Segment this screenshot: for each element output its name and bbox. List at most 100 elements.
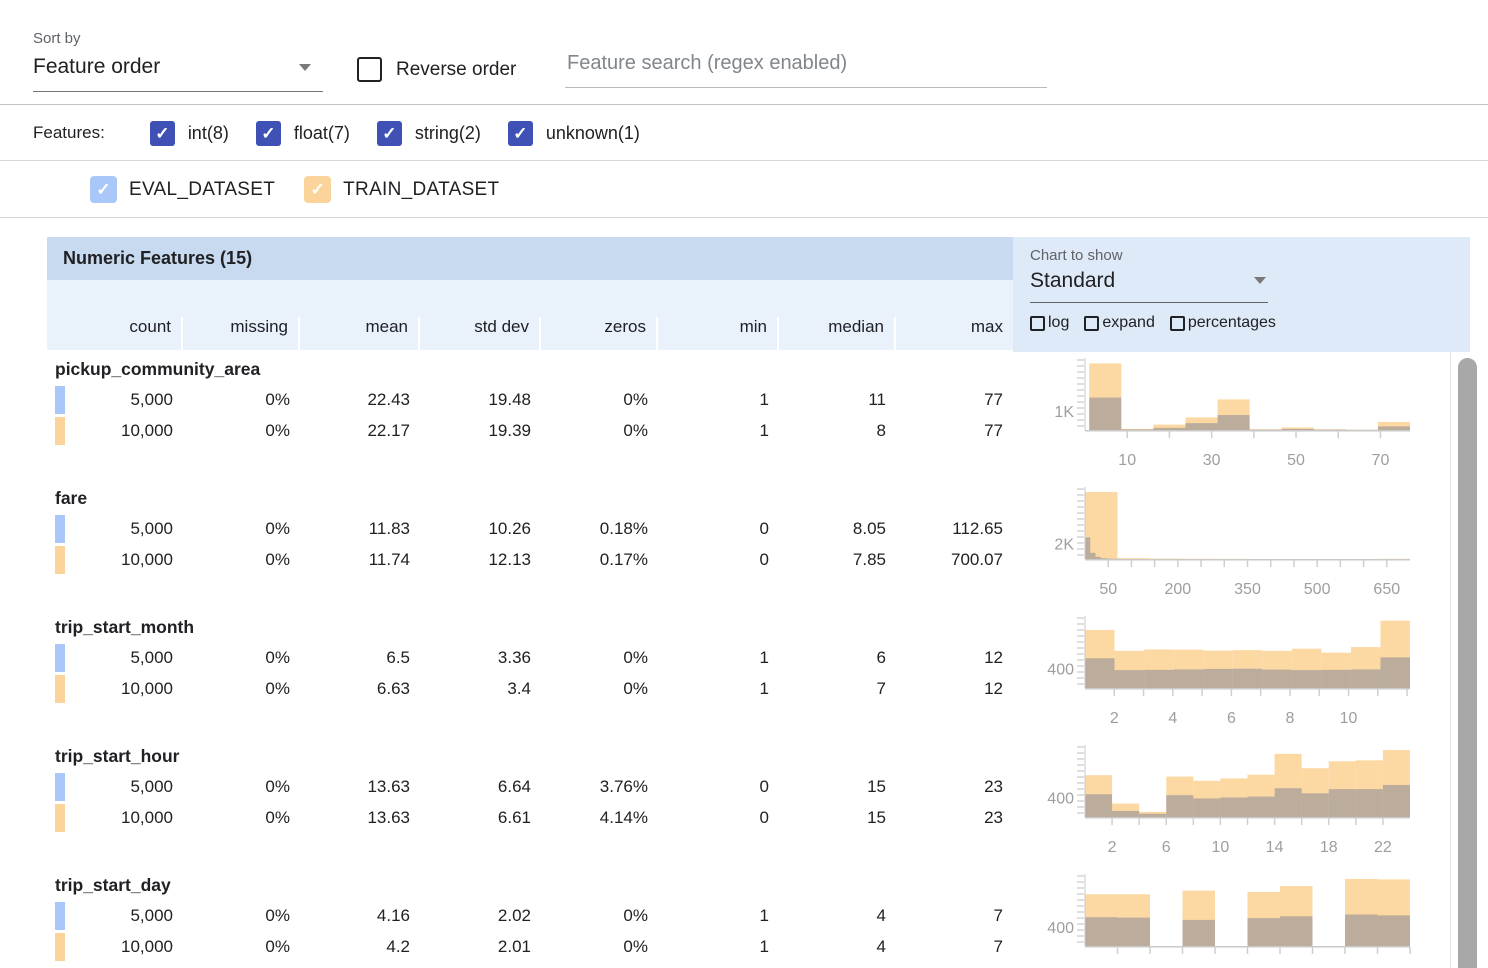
- unknown-checkbox[interactable]: ✓: [507, 120, 533, 146]
- eval-dataset-label: EVAL_DATASET: [129, 178, 276, 200]
- stat-zeros: 0%: [623, 936, 648, 956]
- dataset-swatch: [55, 643, 65, 672]
- stat-row: 5,000 0% 22.43 19.48 0% 1 11 77: [47, 384, 1013, 415]
- divider: [0, 217, 1488, 218]
- swatch-cell: [47, 901, 73, 930]
- stat-stddev: 6.61: [497, 807, 531, 827]
- stat-row: 10,000 0% 11.74 12.13 0.17% 0 7.85 700.0…: [47, 544, 1013, 575]
- sort-by-select[interactable]: Feature order: [33, 55, 323, 92]
- stat-row: 5,000 0% 4.16 2.02 0% 1 4 7: [47, 900, 1013, 931]
- reverse-order-label: Reverse order: [396, 58, 517, 80]
- svg-text:400: 400: [1047, 790, 1074, 807]
- dataset-swatch: [55, 514, 65, 543]
- filter-string[interactable]: ✓ string(2): [376, 120, 481, 146]
- stat-median: 15: [867, 776, 886, 796]
- scrollbar-thumb[interactable]: [1458, 358, 1477, 968]
- stat-zeros: 0%: [623, 905, 648, 925]
- expand-checkbox[interactable]: [1084, 315, 1100, 331]
- stat-zeros: 0%: [623, 389, 648, 409]
- stat-row: 10,000 0% 13.63 6.61 4.14% 0 15 23: [47, 802, 1013, 833]
- filter-float[interactable]: ✓ float(7): [255, 120, 350, 146]
- string-checkbox[interactable]: ✓: [376, 120, 402, 146]
- toggle-log[interactable]: log: [1030, 314, 1069, 332]
- vertical-scrollbar: [1450, 352, 1488, 968]
- reverse-order-checkbox[interactable]: [357, 57, 382, 82]
- swatch-cell: [47, 514, 73, 543]
- sort-by-value: Feature order: [33, 55, 161, 78]
- stat-median: 4: [876, 905, 886, 925]
- stat-min: 1: [759, 420, 769, 440]
- stat-row: 10,000 0% 22.17 19.39 0% 1 8 77: [47, 415, 1013, 446]
- svg-text:400: 400: [1047, 920, 1074, 937]
- stat-min: 0: [759, 549, 769, 569]
- feature-search-group: [565, 46, 1047, 88]
- stat-missing: 0%: [265, 389, 290, 409]
- stat-median: 7.85: [852, 549, 886, 569]
- svg-text:4: 4: [1168, 710, 1177, 727]
- stat-median: 8.05: [852, 518, 886, 538]
- stat-missing: 0%: [265, 420, 290, 440]
- stat-stddev: 10.26: [488, 518, 531, 538]
- stat-min: 1: [759, 936, 769, 956]
- log-checkbox[interactable]: [1030, 315, 1045, 331]
- stat-row: 10,000 0% 4.2 2.01 0% 1 4 7: [47, 931, 1013, 962]
- feature-block: trip_start_month 5,000 0% 6.5 3.36 0% 1 …: [47, 610, 1470, 739]
- swatch-cell: [47, 674, 73, 703]
- train-dataset-checkbox[interactable]: ✓: [304, 176, 332, 203]
- stat-zeros: 0%: [623, 420, 648, 440]
- svg-text:2K: 2K: [1054, 537, 1074, 554]
- svg-text:22: 22: [1374, 839, 1392, 856]
- feature-rows: pickup_community_area 5,000 0% 22.43 19.…: [47, 352, 1470, 968]
- dataset-train[interactable]: ✓ TRAIN_DATASET: [304, 176, 499, 203]
- stat-zeros: 0.18%: [599, 518, 648, 538]
- histogram-trip_start_hour: 2 6 10 14 18 22 400: [1047, 745, 1410, 856]
- stat-max: 12: [984, 647, 1003, 667]
- feature-stats: trip_start_hour 5,000 0% 13.63 6.64 3.76…: [47, 739, 1013, 868]
- histogram-trip_start_day: 400: [1047, 874, 1411, 954]
- unknown-label: unknown(1): [545, 122, 640, 143]
- stat-mean: 11.83: [368, 518, 410, 538]
- stat-min: 0: [759, 807, 769, 827]
- toggle-expand[interactable]: expand: [1084, 314, 1155, 332]
- stat-row: 10,000 0% 6.63 3.4 0% 1 7 12: [47, 673, 1013, 704]
- stat-median: 6: [876, 647, 886, 667]
- stat-count: 10,000: [121, 936, 173, 956]
- stat-row: 5,000 0% 11.83 10.26 0.18% 0 8.05 112.65: [47, 513, 1013, 544]
- numeric-features-section: Numeric Features (15) count missing mean…: [47, 237, 1470, 968]
- stat-max: 700.07: [951, 549, 1003, 569]
- swatch-cell: [47, 803, 73, 832]
- stat-row: 5,000 0% 6.5 3.36 0% 1 6 12: [47, 642, 1013, 673]
- filter-int[interactable]: ✓ int(8): [149, 120, 229, 146]
- svg-text:50: 50: [1099, 581, 1117, 598]
- chevron-down-icon: [1254, 277, 1266, 284]
- int-checkbox[interactable]: ✓: [149, 120, 175, 146]
- divider: [0, 104, 1488, 105]
- sort-by-label: Sort by: [33, 30, 81, 47]
- stat-stddev: 19.48: [488, 389, 531, 409]
- stat-max: 77: [984, 420, 1003, 440]
- percentages-checkbox[interactable]: [1169, 315, 1185, 331]
- col-header-mean: mean: [300, 317, 420, 350]
- chart-type-select[interactable]: Standard: [1030, 269, 1268, 303]
- stat-missing: 0%: [265, 905, 290, 925]
- search-input[interactable]: [565, 46, 1047, 88]
- toggle-percentages[interactable]: percentages: [1169, 314, 1276, 332]
- dataset-eval[interactable]: ✓ EVAL_DATASET: [90, 176, 275, 203]
- feature-name: fare: [55, 488, 88, 508]
- stat-stddev: 12.13: [488, 549, 531, 569]
- filter-unknown[interactable]: ✓ unknown(1): [507, 120, 640, 146]
- feature-name: trip_start_month: [55, 617, 195, 637]
- percentages-label: percentages: [1187, 314, 1276, 331]
- chart-to-show-label: Chart to show: [1030, 247, 1123, 264]
- float-checkbox[interactable]: ✓: [255, 120, 281, 146]
- stat-median: 15: [867, 807, 886, 827]
- col-header-count: count: [47, 317, 183, 350]
- stat-count: 5,000: [130, 647, 173, 667]
- stat-min: 0: [759, 518, 769, 538]
- svg-text:6: 6: [1227, 710, 1236, 727]
- table-header: Numeric Features (15) count missing mean…: [47, 237, 1013, 352]
- dataset-swatch: [55, 932, 65, 961]
- eval-dataset-checkbox[interactable]: ✓: [90, 176, 117, 203]
- check-icon: ✓: [261, 123, 276, 143]
- check-icon: ✓: [96, 180, 111, 199]
